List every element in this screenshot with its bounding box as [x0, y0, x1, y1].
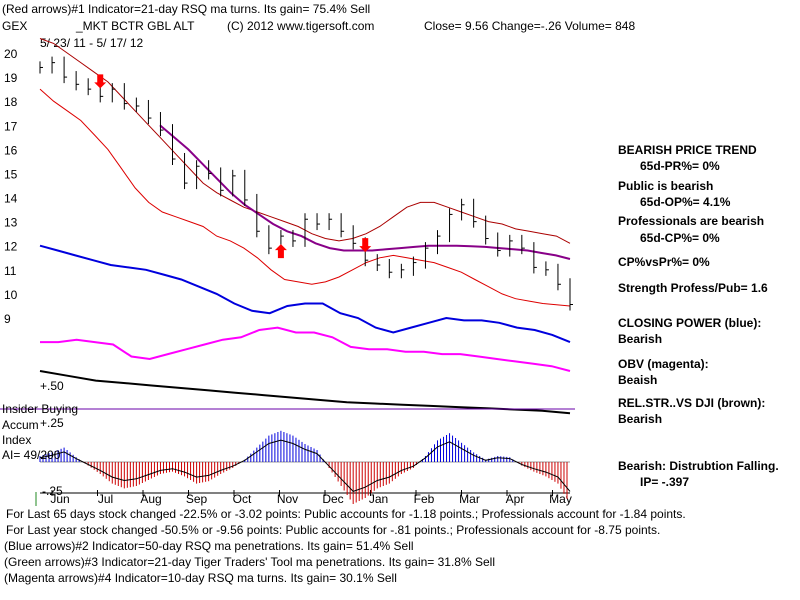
month-label: Feb — [414, 492, 435, 506]
insider-title: Insider Buying — [2, 402, 79, 416]
red-arrow — [274, 244, 287, 259]
side-note: REL.STR..VS DJI (brown): — [618, 396, 766, 410]
ai-value: AI= 49/200 — [2, 448, 61, 462]
signal-arrows — [94, 74, 372, 259]
y-tick-label: 17 — [4, 119, 18, 133]
side-note: 65d-PR%= 0% — [640, 159, 720, 173]
footer-line: For Last year stock changed -50.5% or -9… — [6, 523, 661, 537]
side-note: CLOSING POWER (blue): — [618, 316, 762, 330]
stock-name: _MKT BCTR GBL ALT — [76, 19, 195, 33]
side-note: 65d-OP%= 4.1% — [640, 195, 731, 209]
side-note: OBV (magenta): — [618, 357, 709, 371]
y-tick-label: 12 — [4, 240, 18, 254]
month-label: Apr — [506, 492, 525, 506]
side-note: Professionals are bearish — [618, 214, 765, 228]
price-bars — [39, 56, 573, 311]
side-note: BEARISH PRICE TREND — [618, 143, 757, 157]
index-label: Index — [2, 433, 32, 447]
series-rel-str-vs-dji — [39, 370, 571, 415]
month-label: Mar — [459, 492, 480, 506]
quote-summary: Close= 9.56 Change=-.26 Volume= 848 — [424, 19, 636, 33]
accum-plus25: +.25 — [40, 416, 64, 430]
side-note: 65d-CP%= 0% — [640, 231, 720, 245]
y-tick-label: 10 — [4, 288, 18, 302]
series-closing-power — [39, 244, 571, 344]
side-note: CP%vsPr%= 0% — [618, 255, 710, 269]
month-label: Aug — [140, 492, 161, 506]
side-note: Bearish: Distrubtion Falling. — [618, 459, 779, 473]
month-label: Sep — [186, 492, 208, 506]
y-tick-label: 13 — [4, 216, 18, 230]
y-tick-label: 20 — [4, 47, 18, 61]
month-label: Jan — [369, 492, 388, 506]
series-lower-band — [39, 88, 571, 307]
x-axis-months: Jun Jul Aug Sep Oct Nov Dec Jan Feb Mar Apr May — [40, 490, 572, 506]
month-label: Oct — [233, 492, 252, 506]
copyright: (C) 2012 www.tigersoft.com — [227, 19, 375, 33]
accum-plus50: +.50 — [40, 379, 64, 393]
accum-minus25: -.25 — [42, 484, 63, 498]
accum-ma-line — [39, 439, 571, 492]
footer-line: For Last 65 days stock changed -22.5% or… — [6, 507, 686, 521]
y-tick-label: 19 — [4, 71, 18, 85]
ticker: GEX — [2, 19, 28, 33]
y-tick-label: 16 — [4, 143, 18, 157]
footer-line: (Magenta arrows)#4 Indicator=10-day RSQ … — [4, 571, 397, 585]
month-label: Nov — [277, 492, 298, 506]
side-note: IP= -.397 — [640, 475, 690, 489]
red-arrow — [359, 238, 372, 253]
month-label: Jun — [50, 492, 69, 506]
series-obv — [40, 326, 571, 372]
accum-label: Accum — [2, 418, 39, 432]
series-upper-band — [39, 38, 571, 244]
side-note: Strength Profess/Pub= 1.6 — [618, 281, 768, 295]
month-label: May — [549, 492, 572, 506]
side-note: Bearish — [618, 332, 663, 346]
indicator-1-line: (Red arrows)#1 Indicator=21-day RSQ ma t… — [2, 2, 371, 16]
y-tick-label: 18 — [4, 95, 18, 109]
side-note: Beaish — [618, 373, 658, 387]
y-tick-label: 11 — [4, 264, 17, 278]
footer-line: (Green arrows)#3 Indicator=21-day Tiger … — [4, 555, 495, 569]
side-note: Public is bearish — [618, 179, 714, 193]
red-arrow — [94, 74, 107, 89]
y-tick-label: 15 — [4, 167, 18, 181]
y-tick-label: 14 — [4, 192, 18, 206]
y-axis-ticks: 20 19 18 17 16 15 14 13 12 11 10 9 — [4, 47, 18, 326]
month-label: Dec — [322, 492, 343, 506]
footer-line: (Blue arrows)#2 Indicator=50-day RSQ ma … — [4, 539, 414, 553]
month-label: Jul — [98, 492, 113, 506]
side-note: Bearish — [618, 412, 663, 426]
date-range: 5/ 23/ 11 - 5/ 17/ 12 — [40, 36, 144, 50]
accumulation-index — [39, 430, 571, 504]
y-tick-label: 9 — [4, 312, 11, 326]
